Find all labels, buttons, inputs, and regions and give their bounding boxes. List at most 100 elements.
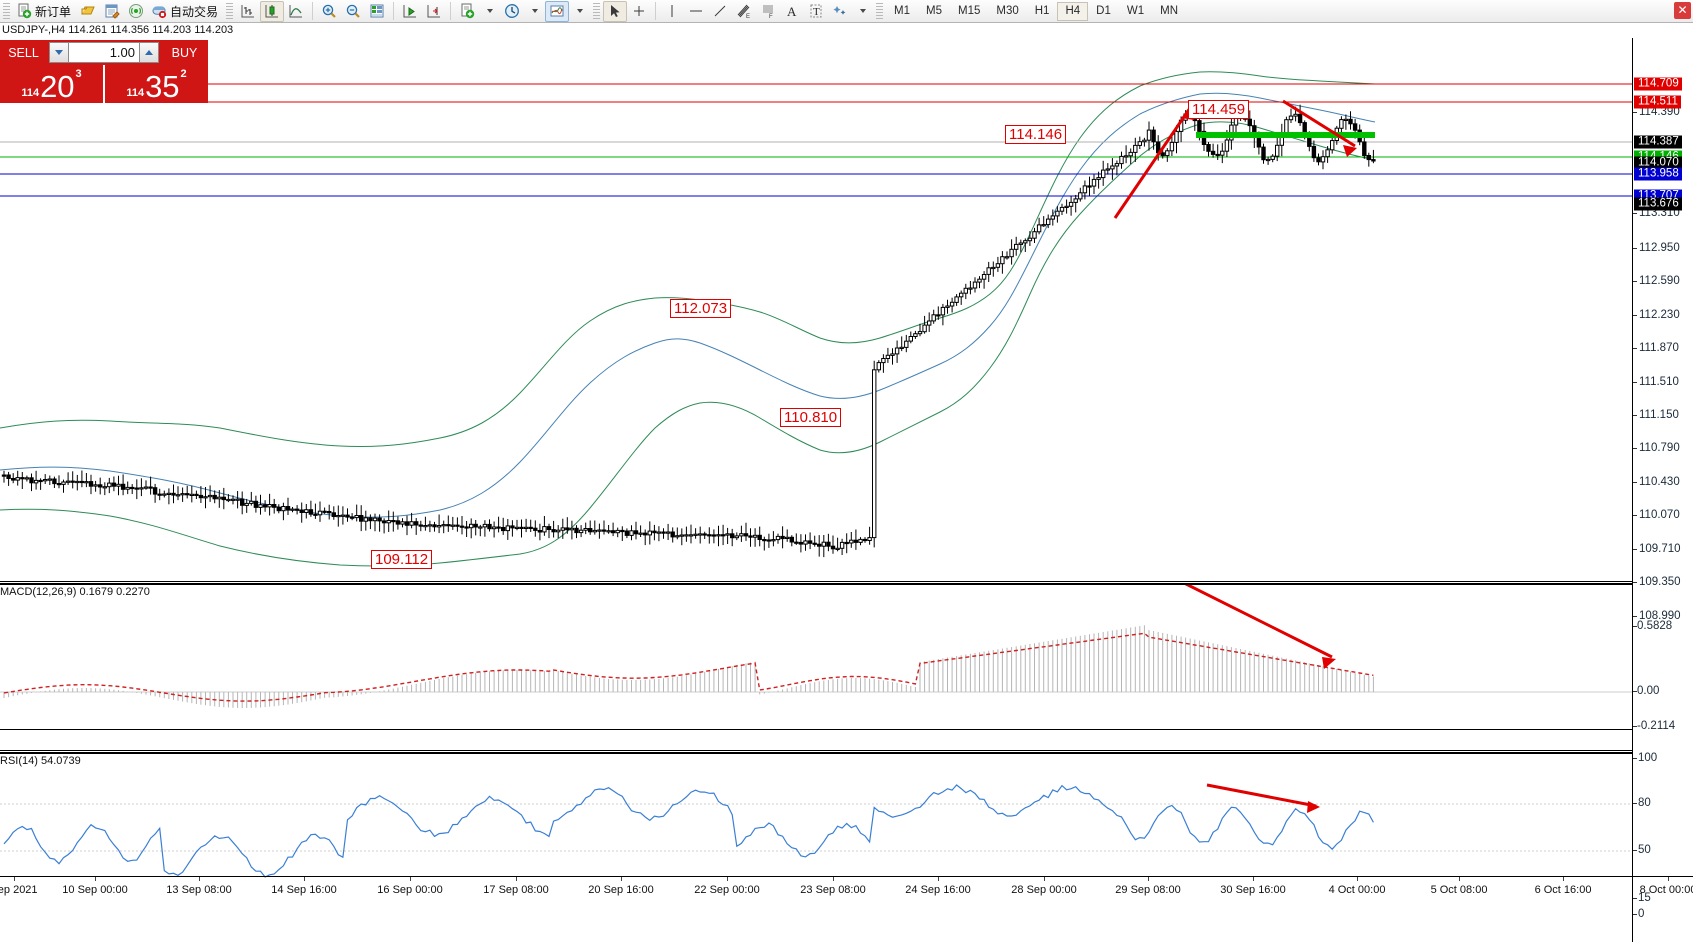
text-label-icon: T xyxy=(810,4,822,18)
toolbar-grip-4[interactable] xyxy=(876,2,884,20)
zoom-out-button[interactable] xyxy=(341,1,365,22)
timeframe-label: MN xyxy=(1160,5,1178,17)
equidistant-channel-button[interactable]: E xyxy=(732,1,756,22)
price-tick-label: 111.150 xyxy=(1639,409,1679,421)
time-tick xyxy=(1668,877,1669,881)
time-tick-label: 16 Sep 00:00 xyxy=(377,884,443,896)
time-tick-label: 29 Sep 08:00 xyxy=(1115,884,1181,896)
crosshair-button[interactable] xyxy=(627,1,651,22)
auto-scroll-button[interactable] xyxy=(398,1,422,22)
candlestick-chart-button[interactable] xyxy=(260,0,285,22)
buy-price-display[interactable]: 114 35 2 xyxy=(103,65,208,103)
rsi-pane[interactable]: RSI(14) 54.0739 xyxy=(0,753,1632,913)
time-tick-label: 17 Sep 08:00 xyxy=(483,884,549,896)
price-scale[interactable]: 114.390 113.310 112.950 112.590 112.230 111.8… xyxy=(1633,38,1693,942)
time-tick xyxy=(1253,877,1254,881)
price-tick-label: 112.950 xyxy=(1639,242,1680,254)
timeframe-button-m5[interactable]: M5 xyxy=(918,2,950,21)
timeframe-button-m15[interactable]: M15 xyxy=(950,2,988,21)
equidistant-channel-icon: E xyxy=(737,4,750,19)
new-chart-dropdown[interactable] xyxy=(479,1,500,22)
horizontal-line-button[interactable] xyxy=(684,1,708,22)
bar-chart-button[interactable] xyxy=(236,1,260,22)
line-chart-button[interactable] xyxy=(284,1,308,22)
price-level-label: 114.511 xyxy=(1634,95,1681,109)
chart-shift-button[interactable] xyxy=(422,1,446,22)
templates-icon xyxy=(833,6,846,15)
trendline-icon xyxy=(714,5,726,17)
timeframe-label: M30 xyxy=(996,5,1019,17)
price-chart-svg xyxy=(0,71,1632,567)
indicators-icon xyxy=(550,5,564,17)
toolbar-grip[interactable] xyxy=(3,2,10,20)
time-tick-label: Sep 2021 xyxy=(0,884,38,896)
zoom-in-icon xyxy=(322,4,336,18)
text-button[interactable]: A xyxy=(780,1,804,22)
price-annotation[interactable]: 109.112 xyxy=(371,550,433,569)
close-button[interactable]: ✕ xyxy=(1674,2,1691,19)
expert-advisor-button[interactable] xyxy=(76,1,100,22)
period-dropdown[interactable] xyxy=(524,1,545,22)
time-tick xyxy=(14,877,15,881)
new-chart-button[interactable] xyxy=(455,1,479,22)
sell-button[interactable]: SELL xyxy=(0,40,47,65)
new-order-icon xyxy=(18,3,32,19)
price-annotation[interactable]: 114.459 xyxy=(1188,100,1250,119)
timeframe-button-m1[interactable]: M1 xyxy=(886,2,918,21)
timeframe-button-d1[interactable]: D1 xyxy=(1088,2,1119,21)
timeframe-button-h1[interactable]: H1 xyxy=(1027,2,1058,21)
buy-price-main: 35 xyxy=(145,69,180,104)
rsi-line xyxy=(3,784,1374,878)
timeframe-label: W1 xyxy=(1126,5,1145,17)
metaeditor-button[interactable] xyxy=(100,1,124,22)
macd-title: MACD(12,26,9) 0.1679 0.2270 xyxy=(0,586,150,598)
price-annotation[interactable]: 114.146 xyxy=(1005,125,1067,144)
toolbar-separator-2 xyxy=(393,2,395,20)
timeframe-button-mn[interactable]: MN xyxy=(1152,2,1186,21)
indicators-dropdown[interactable] xyxy=(569,1,590,22)
trendline-button[interactable] xyxy=(708,1,732,22)
time-axis[interactable]: Sep 2021 10 Sep 00:00 13 Sep 08:00 14 Sep 1… xyxy=(0,876,1693,902)
buy-price-fraction: 2 xyxy=(180,68,187,80)
rsi-tick xyxy=(1633,898,1637,899)
vertical-line-button[interactable] xyxy=(660,1,684,22)
text-label-button[interactable]: T xyxy=(804,1,828,22)
time-tick-label: 6 Oct 16:00 xyxy=(1534,884,1592,896)
oct-price-row: 114 20 3 114 35 2 xyxy=(0,65,208,103)
templates-button[interactable] xyxy=(828,1,852,22)
price-tick xyxy=(1633,582,1637,583)
time-tick xyxy=(1148,877,1149,881)
volume-increment[interactable] xyxy=(139,42,159,63)
autotrading-button[interactable]: 自动交易 xyxy=(148,1,223,22)
timeframe-label: M1 xyxy=(894,5,911,17)
chart-area[interactable]: MACD(12,26,9) 0.1679 0.2270 RSI(14) 54.0… xyxy=(0,38,1693,942)
toolbar-grip-3[interactable] xyxy=(593,2,601,20)
price-annotation[interactable]: 110.810 xyxy=(780,408,842,427)
zoom-in-button[interactable] xyxy=(317,1,341,22)
sell-price-display[interactable]: 114 20 3 xyxy=(0,65,103,103)
timeframe-button-h4[interactable]: H4 xyxy=(1057,1,1089,21)
macd-pane[interactable]: MACD(12,26,9) 0.1679 0.2270 xyxy=(0,584,1632,730)
buy-button[interactable]: BUY xyxy=(161,40,208,65)
line-chart-icon xyxy=(289,5,303,18)
signals-button[interactable] xyxy=(124,1,148,22)
timeframe-button-m30[interactable]: M30 xyxy=(988,2,1026,21)
period-button[interactable] xyxy=(500,1,524,22)
cursor-button[interactable] xyxy=(603,0,628,22)
rsi-tick xyxy=(1633,758,1637,759)
price-level-label: 114.387 xyxy=(1634,135,1682,149)
data-window-button[interactable] xyxy=(365,1,389,22)
volume-decrement[interactable] xyxy=(49,42,69,63)
new-order-button[interactable]: 新订单 xyxy=(13,1,76,22)
timeframe-button-w1[interactable]: W1 xyxy=(1119,2,1152,21)
rsi-tick-label: 50 xyxy=(1638,844,1651,856)
indicators-button[interactable] xyxy=(545,0,570,22)
price-annotation[interactable]: 112.073 xyxy=(670,299,732,318)
one-click-trading-panel[interactable]: SELL 1.00 BUY 114 20 3 114 35 2 xyxy=(0,40,208,103)
toolbar-grip-2[interactable] xyxy=(226,2,234,20)
price-tick xyxy=(1633,415,1637,416)
price-pane[interactable] xyxy=(0,38,1632,582)
fibonacci-button[interactable]: F xyxy=(756,1,780,22)
templates-dropdown[interactable] xyxy=(852,1,873,22)
volume-input[interactable]: 1.00 xyxy=(69,42,139,63)
